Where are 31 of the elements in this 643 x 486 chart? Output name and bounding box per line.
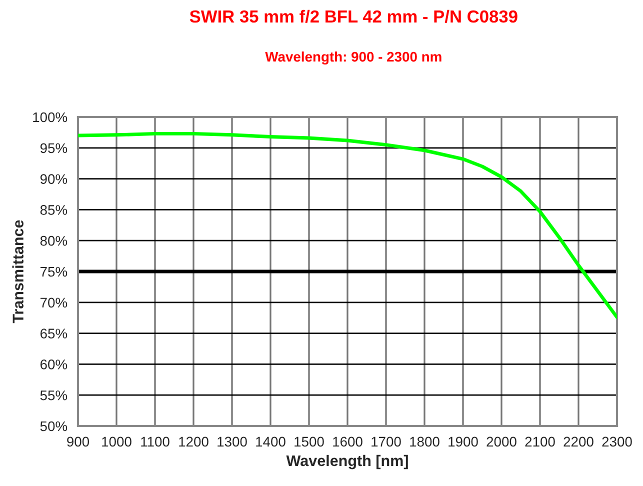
y-tick-label: 70%: [40, 298, 68, 308]
y-tick-label: 85%: [40, 205, 68, 215]
y-tick-label: 80%: [40, 236, 68, 246]
x-tick-label: 1200: [179, 436, 208, 447]
x-axis-title: Wavelength [nm]: [286, 454, 408, 470]
line-series: [78, 132, 617, 319]
y-axis-title: Transmittance: [12, 220, 24, 324]
x-tick-label: 1500: [294, 436, 324, 447]
x-tick-label: 1400: [256, 436, 286, 447]
x-tick-label: 1300: [218, 436, 247, 447]
y-tick-label: 95%: [40, 143, 68, 154]
chart-title: SWIR 35 mm f/2 BFL 42 mm - P/N C0839: [190, 10, 518, 23]
y-tick-label: 55%: [40, 390, 68, 400]
x-tick-label: 1100: [141, 436, 170, 447]
x-tick-label: 2300: [602, 436, 632, 447]
x-tick-label: 900: [67, 436, 90, 447]
y-tick-label: 100%: [33, 112, 68, 122]
y-tick-label: 75%: [40, 266, 68, 277]
x-tick-label: 1700: [372, 436, 401, 447]
x-tick-label: 1900: [448, 436, 478, 447]
y-tick-label: 60%: [40, 360, 68, 370]
x-tick-label: 2100: [525, 436, 555, 447]
x-tick-label: 1000: [102, 436, 132, 447]
y-tick-label: 50%: [40, 421, 68, 432]
y-tick-label: 90%: [40, 174, 68, 184]
x-tick-label: 2200: [564, 436, 594, 447]
x-tick-label: 1600: [333, 436, 362, 447]
x-tick-label: 1800: [410, 436, 440, 447]
x-tick-label: 2000: [486, 436, 516, 447]
y-tick-label: 65%: [40, 328, 68, 338]
chart-subtitle: Wavelength: 900 - 2300 nm: [265, 51, 442, 65]
